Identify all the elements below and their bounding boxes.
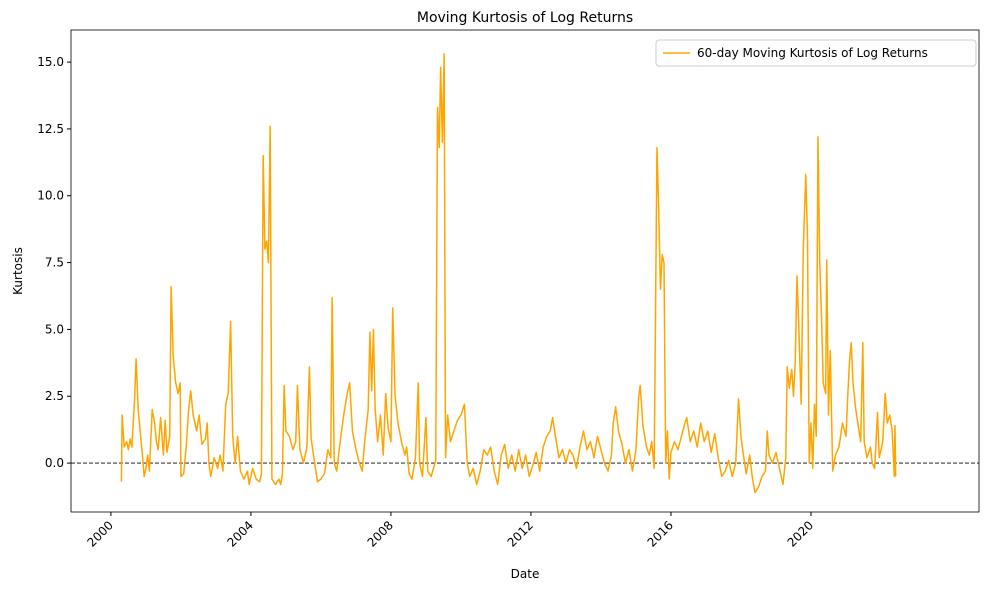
y-tick-label: 12.5 — [37, 122, 64, 136]
chart-title: Moving Kurtosis of Log Returns — [417, 10, 633, 26]
legend-box — [655, 39, 977, 67]
y-axis-label: Kurtosis — [11, 247, 25, 295]
y-tick-label: 2.5 — [45, 389, 64, 403]
y-tick-label: 0.0 — [45, 456, 64, 470]
kurtosis-line — [120, 53, 897, 494]
y-tick-label: 7.5 — [45, 256, 64, 270]
y-tick-label: 5.0 — [45, 322, 64, 336]
legend-label: 60-day Moving Kurtosis of Log Returns — [697, 46, 928, 60]
axes-frame — [70, 29, 980, 513]
x-axis-label: Date — [511, 567, 540, 581]
y-tick-label: 10.0 — [37, 189, 64, 203]
y-tick-label: 15.0 — [37, 55, 64, 69]
